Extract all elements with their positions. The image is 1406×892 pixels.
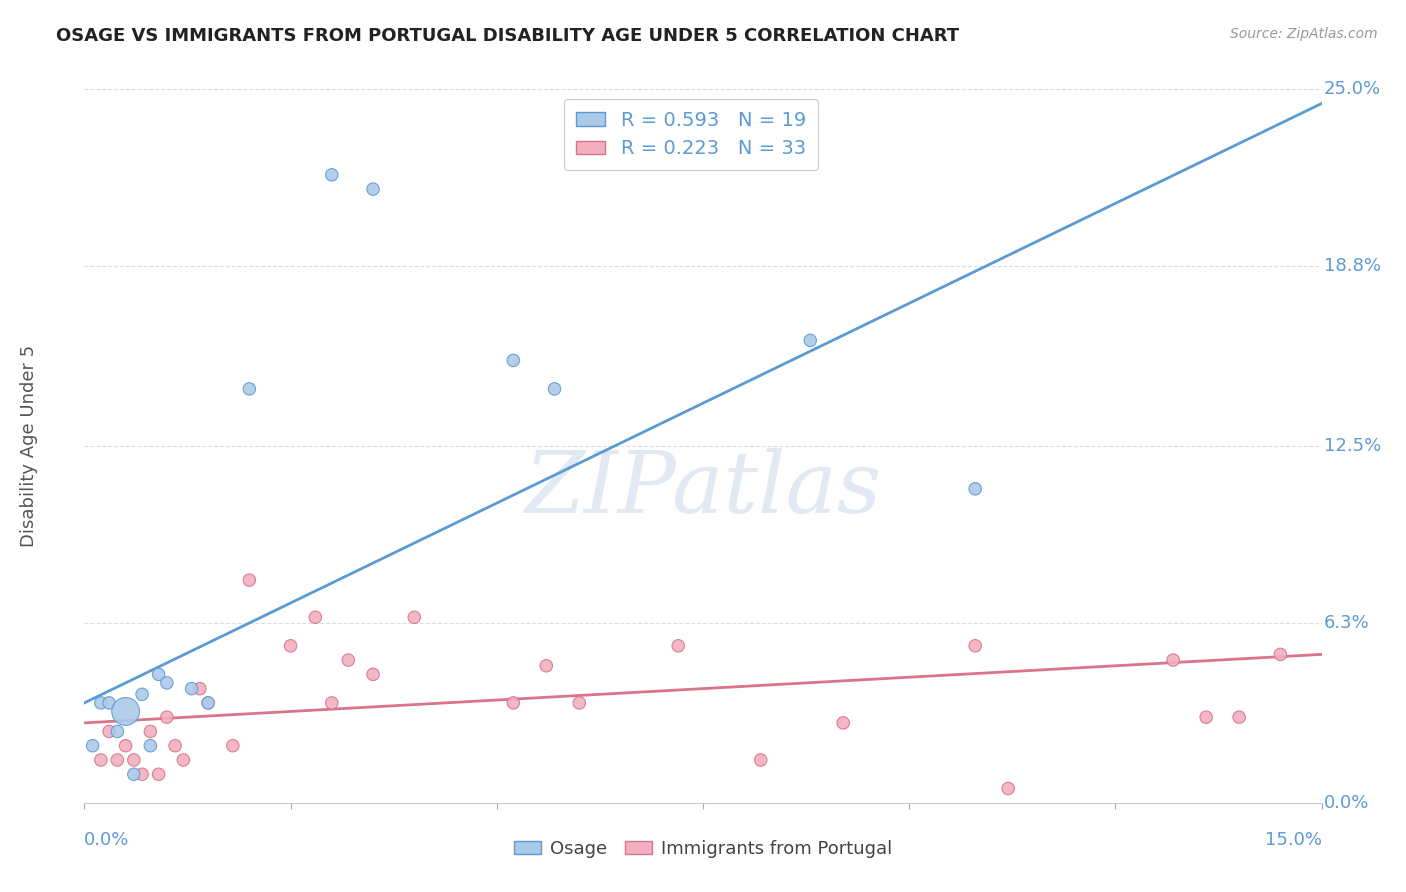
Point bbox=[321, 168, 343, 182]
Point bbox=[404, 610, 426, 624]
Point bbox=[131, 687, 153, 701]
Point bbox=[799, 334, 821, 348]
Point bbox=[139, 739, 162, 753]
Point bbox=[965, 639, 987, 653]
Point bbox=[90, 753, 112, 767]
Text: 6.3%: 6.3% bbox=[1324, 614, 1369, 632]
Point bbox=[172, 753, 194, 767]
Point bbox=[148, 767, 170, 781]
Point bbox=[105, 724, 128, 739]
Text: 25.0%: 25.0% bbox=[1324, 80, 1381, 98]
Text: Disability Age Under 5: Disability Age Under 5 bbox=[20, 345, 38, 547]
Point bbox=[361, 182, 384, 196]
Text: 15.0%: 15.0% bbox=[1264, 831, 1322, 849]
Point bbox=[165, 739, 187, 753]
Point bbox=[965, 482, 987, 496]
Text: OSAGE VS IMMIGRANTS FROM PORTUGAL DISABILITY AGE UNDER 5 CORRELATION CHART: OSAGE VS IMMIGRANTS FROM PORTUGAL DISABI… bbox=[56, 27, 959, 45]
Point bbox=[105, 753, 128, 767]
Point bbox=[1161, 653, 1184, 667]
Point bbox=[197, 696, 219, 710]
Point bbox=[148, 667, 170, 681]
Text: 0.0%: 0.0% bbox=[1324, 794, 1369, 812]
Point bbox=[156, 710, 179, 724]
Point bbox=[82, 739, 104, 753]
Point bbox=[361, 667, 384, 681]
Point bbox=[114, 739, 136, 753]
Text: 12.5%: 12.5% bbox=[1324, 437, 1381, 455]
Point bbox=[502, 696, 524, 710]
Point bbox=[156, 676, 179, 690]
Point bbox=[90, 696, 112, 710]
Point bbox=[139, 724, 162, 739]
Point bbox=[280, 639, 302, 653]
Point bbox=[832, 715, 855, 730]
Point bbox=[536, 658, 558, 673]
Point bbox=[502, 353, 524, 368]
Point bbox=[1195, 710, 1218, 724]
Legend: Osage, Immigrants from Portugal: Osage, Immigrants from Portugal bbox=[506, 833, 900, 865]
Point bbox=[131, 767, 153, 781]
Point bbox=[337, 653, 360, 667]
Point bbox=[98, 724, 121, 739]
Point bbox=[98, 696, 121, 710]
Point bbox=[1270, 648, 1292, 662]
Point bbox=[304, 610, 326, 624]
Point bbox=[122, 753, 145, 767]
Point bbox=[197, 696, 219, 710]
Point bbox=[180, 681, 202, 696]
Point bbox=[749, 753, 772, 767]
Point bbox=[238, 573, 260, 587]
Point bbox=[543, 382, 565, 396]
Point bbox=[666, 639, 689, 653]
Point bbox=[222, 739, 245, 753]
Text: Source: ZipAtlas.com: Source: ZipAtlas.com bbox=[1230, 27, 1378, 41]
Point bbox=[114, 705, 136, 719]
Text: ZIPatlas: ZIPatlas bbox=[524, 448, 882, 530]
Point bbox=[997, 781, 1019, 796]
Point bbox=[568, 696, 591, 710]
Text: 0.0%: 0.0% bbox=[84, 831, 129, 849]
Point bbox=[321, 696, 343, 710]
Point bbox=[122, 767, 145, 781]
Text: 18.8%: 18.8% bbox=[1324, 257, 1381, 275]
Point bbox=[1227, 710, 1250, 724]
Point bbox=[188, 681, 211, 696]
Point bbox=[238, 382, 260, 396]
